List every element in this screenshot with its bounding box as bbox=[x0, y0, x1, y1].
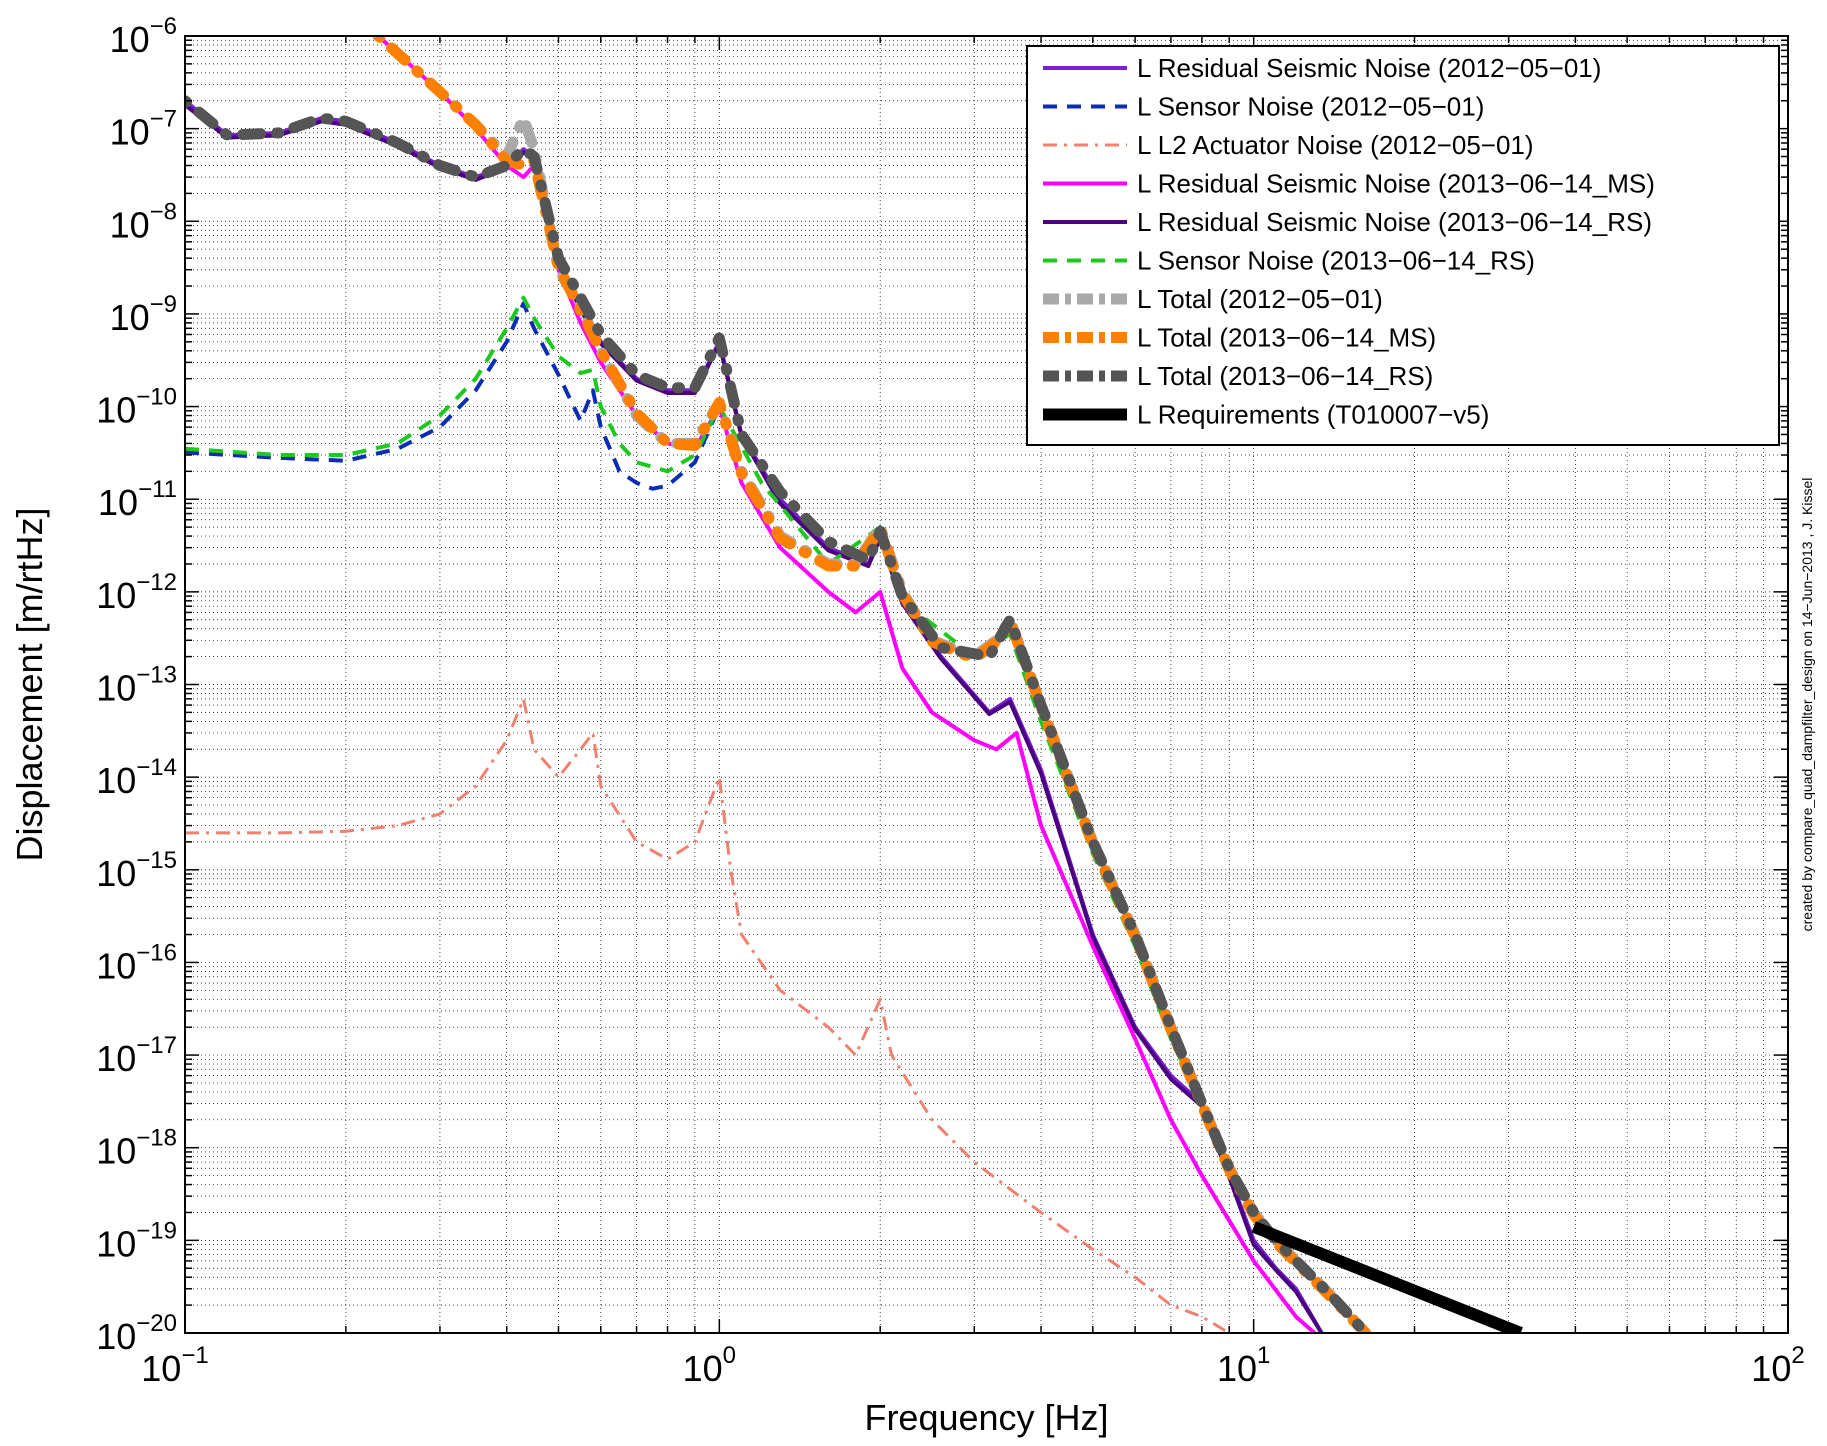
series-line-9 bbox=[1251, 1221, 1523, 1333]
series-line-2 bbox=[185, 697, 1232, 1333]
series-line-8 bbox=[185, 95, 1372, 1333]
axis-tick-labels: 10−1 100 101 102 10−6 10−7 10−8 10−9 10−10 10−11 1… bbox=[96, 13, 1804, 1389]
y-tick-label: 10−9 bbox=[110, 291, 177, 338]
legend-label-3: L Residual Seismic Noise (2013−06−14_MS) bbox=[1137, 169, 1655, 199]
y-tick-label: 10−17 bbox=[96, 1032, 177, 1079]
x-tick-label: 102 bbox=[1751, 1342, 1804, 1389]
y-tick-label: 10−13 bbox=[96, 662, 177, 709]
legend-box bbox=[1026, 45, 1780, 446]
y-tick-label: 10−7 bbox=[110, 106, 177, 153]
series-line-1 bbox=[185, 301, 722, 491]
y-tick-label: 10−12 bbox=[96, 569, 177, 616]
legend-label-1: L Sensor Noise (2012−05−01) bbox=[1137, 92, 1484, 122]
y-tick-label: 10−11 bbox=[98, 476, 177, 523]
y-axis-title: Displacement [m/rtHz] bbox=[9, 507, 50, 861]
plot-series bbox=[185, 36, 1523, 1333]
legend-label-9: L Requirements (T010007−v5) bbox=[1137, 400, 1489, 430]
x-tick-label: 101 bbox=[1217, 1342, 1270, 1389]
y-tick-label: 10−14 bbox=[96, 754, 177, 801]
x-tick-label: 10−1 bbox=[141, 1342, 208, 1389]
y-tick-label: 10−15 bbox=[96, 847, 177, 894]
legend-label-0: L Residual Seismic Noise (2012−05−01) bbox=[1137, 53, 1601, 83]
x-axis-title: Frequency [Hz] bbox=[864, 1397, 1108, 1438]
legend-label-6: L Total (2012−05−01) bbox=[1137, 284, 1383, 314]
y-tick-label: 10−19 bbox=[96, 1217, 177, 1264]
y-tick-label: 10−10 bbox=[96, 384, 177, 431]
y-tick-label: 10−16 bbox=[96, 939, 177, 986]
y-tick-label: 10−6 bbox=[110, 13, 177, 60]
y-tick-label: 10−8 bbox=[110, 198, 177, 245]
y-tick-label: 10−20 bbox=[96, 1310, 177, 1357]
y-tick-label: 10−18 bbox=[96, 1125, 177, 1172]
legend-label-2: L L2 Actuator Noise (2012−05−01) bbox=[1137, 130, 1534, 160]
axis-ticks bbox=[184, 35, 1789, 1334]
legend-label-8: L Total (2013−06−14_RS) bbox=[1137, 361, 1433, 391]
legend-label-4: L Residual Seismic Noise (2013−06−14_RS) bbox=[1137, 207, 1652, 237]
x-tick-label: 100 bbox=[683, 1342, 736, 1389]
credit-note: created by compare_quad_dampfilter_desig… bbox=[1799, 478, 1815, 932]
grid bbox=[184, 36, 1788, 1334]
legend-label-7: L Total (2013−06−14_MS) bbox=[1137, 323, 1436, 353]
legend: L Residual Seismic Noise (2012−05−01) L S… bbox=[1026, 45, 1780, 446]
legend-label-5: L Sensor Noise (2013−06−14_RS) bbox=[1137, 246, 1535, 276]
